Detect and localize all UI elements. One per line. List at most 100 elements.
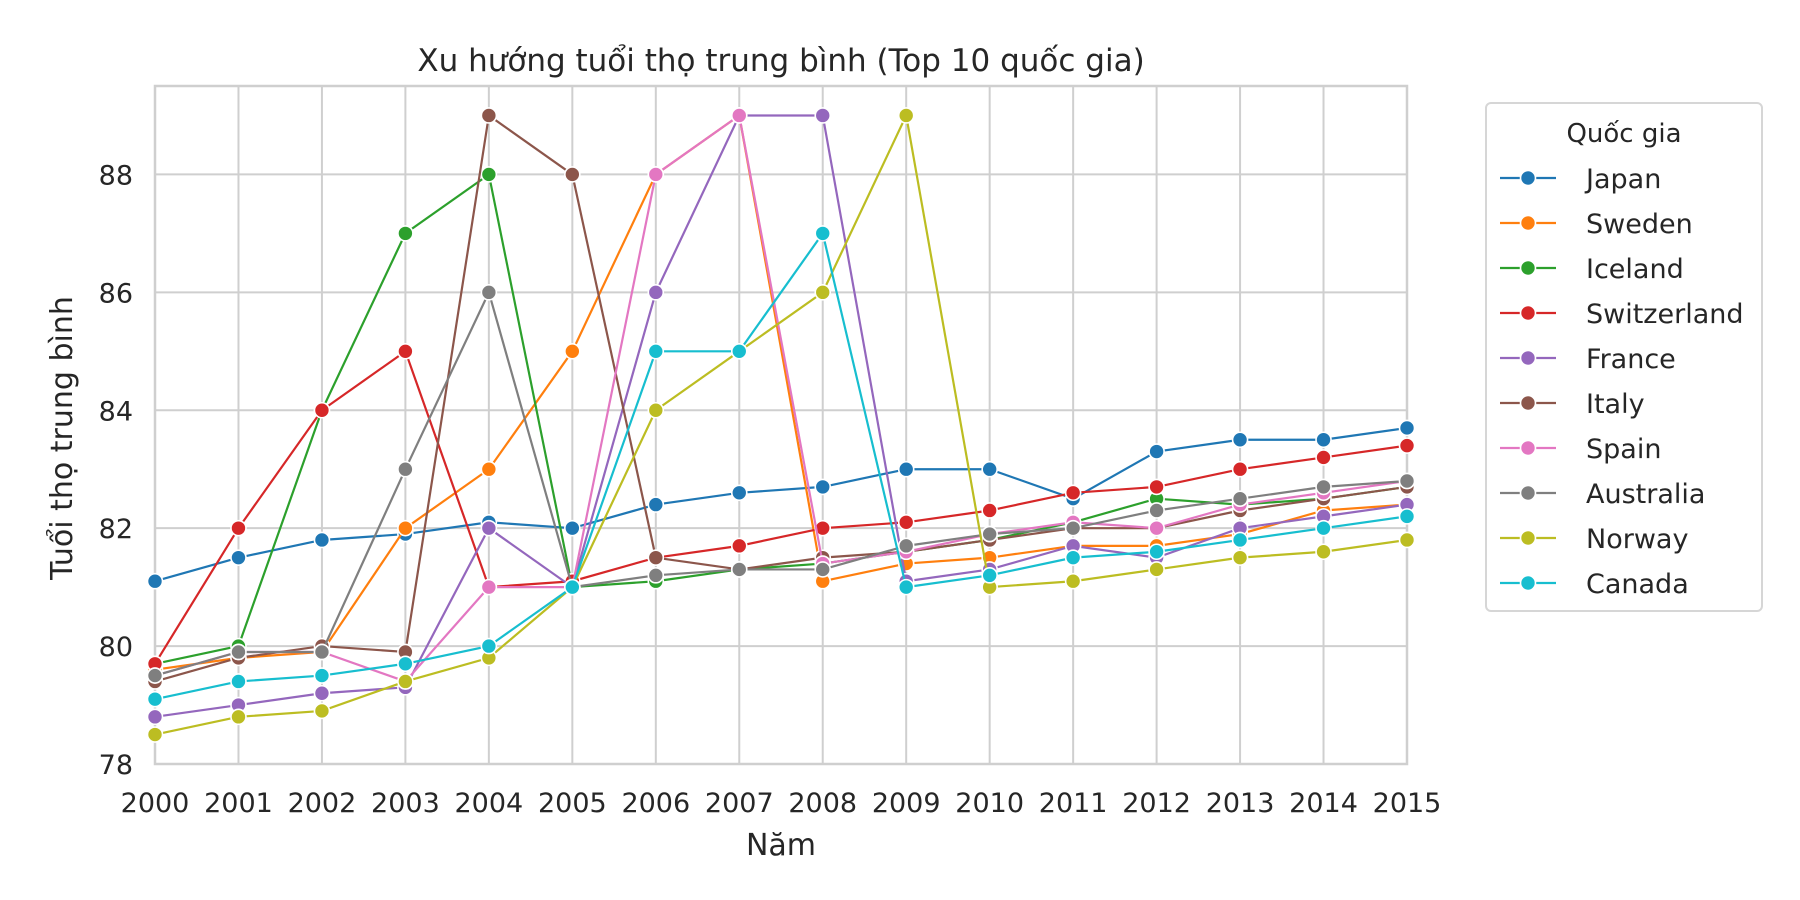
- series-switzerland: [146, 343, 1416, 673]
- data-point-canada: [814, 225, 832, 242]
- data-point-norway: [1231, 549, 1249, 566]
- data-point-canada: [730, 343, 748, 360]
- data-point-japan: [564, 519, 581, 537]
- legend-label-iceland: Iceland: [1586, 254, 1684, 285]
- data-point-switzerland: [897, 513, 915, 531]
- legend-marker-iceland: [1519, 259, 1537, 277]
- data-point-france: [313, 684, 331, 702]
- x-tick-label: 2015: [1373, 788, 1442, 819]
- legend-label-norway: Norway: [1586, 524, 1688, 555]
- legend-title: Quốc gia: [1566, 119, 1681, 149]
- series-line-france: [154, 114, 1408, 718]
- data-point-japan: [146, 572, 164, 590]
- y-tick-label: 86: [99, 278, 133, 309]
- y-tick-label: 84: [99, 396, 133, 427]
- legend-label-sweden: Sweden: [1586, 209, 1693, 240]
- data-point-australia: [1315, 478, 1332, 496]
- data-point-canada: [146, 690, 164, 708]
- data-point-norway: [1398, 531, 1416, 549]
- x-tick-label: 2008: [788, 788, 857, 819]
- data-point-norway: [1148, 561, 1165, 578]
- data-point-australia: [313, 643, 331, 661]
- x-tick-label: 2000: [121, 788, 190, 819]
- data-point-canada: [397, 655, 414, 673]
- x-axis-label: Năm: [746, 828, 816, 863]
- legend-item-spain: Spain: [1500, 434, 1661, 465]
- x-tick-label: 2005: [538, 788, 607, 819]
- y-tick-label: 80: [99, 632, 133, 663]
- legend-marker-japan: [1519, 169, 1537, 187]
- series-line-spain: [154, 113, 1408, 683]
- data-point-italy: [564, 166, 581, 183]
- data-point-switzerland: [1398, 437, 1416, 454]
- data-point-norway: [313, 702, 331, 720]
- data-point-norway: [1064, 572, 1082, 590]
- data-point-japan: [313, 531, 331, 549]
- data-point-australia: [1231, 490, 1249, 507]
- legend-label-italy: Italy: [1586, 389, 1645, 420]
- data-point-japan: [730, 484, 748, 502]
- x-tick-label: 2007: [705, 788, 774, 819]
- data-point-norway: [397, 673, 414, 690]
- data-point-canada: [647, 343, 665, 360]
- data-point-spain: [480, 578, 498, 596]
- legend-box: [1485, 102, 1763, 612]
- data-point-australia: [730, 561, 748, 578]
- series-line-japan: [154, 426, 1408, 583]
- data-point-switzerland: [313, 401, 331, 419]
- y-tick-label: 88: [99, 160, 133, 191]
- legend-label-switzerland: Switzerland: [1586, 299, 1744, 330]
- data-point-switzerland: [1064, 484, 1082, 502]
- data-point-france: [647, 284, 665, 301]
- series-layer: [146, 107, 1416, 743]
- data-point-canada: [897, 578, 915, 596]
- data-point-switzerland: [981, 502, 998, 519]
- data-point-france: [480, 519, 498, 537]
- data-point-norway: [146, 726, 164, 743]
- data-point-switzerland: [1315, 449, 1332, 466]
- data-point-australia: [981, 525, 998, 543]
- data-point-canada: [480, 637, 498, 655]
- series-canada: [146, 225, 1416, 708]
- series-france: [146, 107, 1416, 726]
- legend-item-sweden: Sweden: [1500, 209, 1693, 240]
- data-point-spain: [647, 166, 665, 183]
- data-point-switzerland: [1231, 460, 1249, 478]
- data-point-australia: [1148, 502, 1165, 519]
- legend-label-france: France: [1586, 344, 1676, 375]
- data-point-sweden: [397, 519, 414, 537]
- legend-item-japan: Japan: [1500, 164, 1661, 195]
- data-point-iceland: [397, 225, 414, 242]
- x-tick-label: 2009: [872, 788, 941, 819]
- series-line-sweden: [154, 113, 1408, 671]
- data-point-iceland: [480, 166, 498, 183]
- data-point-canada: [1315, 519, 1332, 537]
- data-point-canada: [1064, 549, 1082, 566]
- legend-marker-australia: [1519, 484, 1537, 502]
- data-point-australia: [480, 284, 498, 301]
- x-tick-label: 2003: [371, 788, 440, 819]
- data-point-australia: [897, 537, 915, 555]
- data-point-australia: [647, 567, 665, 584]
- series-line-norway: [154, 111, 1408, 736]
- legend-item-norway: Norway: [1500, 524, 1688, 555]
- legend-marker-canada: [1519, 574, 1537, 592]
- data-point-sweden: [564, 343, 581, 360]
- series-line-iceland: [154, 172, 1408, 665]
- data-point-canada: [1398, 508, 1416, 525]
- data-point-france: [814, 107, 832, 124]
- data-point-australia: [146, 667, 164, 684]
- x-tick-label: 2012: [1122, 788, 1191, 819]
- legend-item-iceland: Iceland: [1500, 254, 1684, 285]
- legend: Quốc gia Japan Sweden Iceland Switzerland Fr…: [1485, 102, 1763, 612]
- chart-title: Xu hướng tuổi thọ trung bình (Top 10 quố…: [417, 43, 1144, 79]
- data-point-canada: [313, 667, 331, 684]
- data-point-japan: [647, 496, 665, 513]
- data-point-australia: [1398, 472, 1416, 490]
- data-point-switzerland: [230, 519, 247, 537]
- data-point-italy: [647, 549, 665, 566]
- legend-label-canada: Canada: [1586, 569, 1689, 600]
- data-point-japan: [1315, 431, 1332, 449]
- x-tick-label: 2010: [955, 788, 1024, 819]
- data-point-canada: [564, 578, 581, 596]
